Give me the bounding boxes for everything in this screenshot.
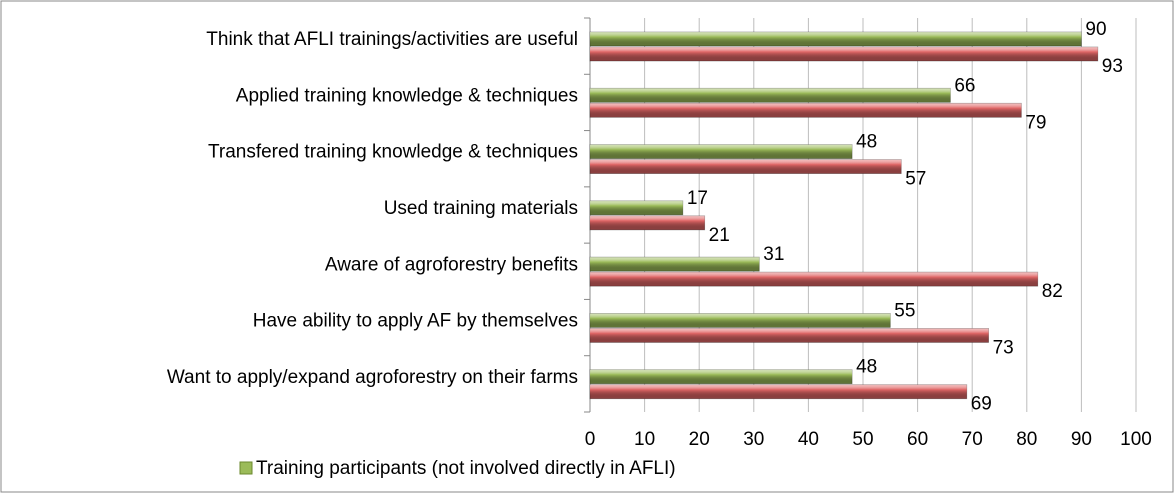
data-label: 17 [687,188,708,209]
y-tick-label: Want to apply/expand agroforestry on the… [167,367,578,388]
bar-shade [590,257,760,272]
bar-shade [590,369,853,384]
data-label: 82 [1042,281,1063,302]
data-label: 69 [971,394,992,415]
data-label: 73 [993,337,1014,358]
x-tick-label: 50 [852,429,873,450]
legend-label: Training participants (not involved dire… [256,458,676,479]
data-label: 55 [894,300,915,321]
data-label: 93 [1102,56,1123,77]
data-label: 79 [1025,112,1046,133]
bar-shade [590,32,1082,46]
x-tick-label: 30 [743,429,764,450]
x-tick-label: 90 [1071,429,1092,450]
bar-shade [590,384,967,399]
x-tick-label: 60 [907,429,928,450]
data-label: 66 [954,75,975,96]
y-tick-label: Transfered training knowledge & techniqu… [208,142,578,163]
bar-shade [590,215,705,230]
data-label: 21 [709,225,730,246]
y-tick-label: Have ability to apply AF by themselves [253,311,578,332]
legend-swatch [239,461,253,475]
y-tick-label: Used training materials [384,198,578,219]
y-tick-label: Applied training knowledge & techniques [236,85,578,106]
bar-shade [590,88,951,103]
bar-shade [590,159,902,174]
x-tick-label: 80 [1016,429,1037,450]
bar-shade [590,328,989,343]
data-label: 31 [763,244,784,265]
x-tick-label: 20 [689,429,710,450]
data-label: 48 [856,132,877,153]
x-tick-label: 70 [962,429,983,450]
x-tick-label: 0 [585,429,596,450]
y-tick-label: Think that AFLI trainings/activities are… [206,29,578,50]
bar-shade [590,272,1038,287]
x-tick-label: 10 [634,429,655,450]
bar-shade [590,144,853,159]
y-tick-label: Aware of agroforestry benefits [325,254,578,275]
data-label: 90 [1085,19,1106,40]
x-tick-label: 40 [798,429,819,450]
bar-shade [590,103,1022,118]
bar-shade [590,313,891,328]
data-label: 48 [856,357,877,378]
data-label: 57 [905,169,926,190]
bar-shade [590,200,683,215]
bar-shade [590,47,1098,61]
x-tick-label: 100 [1120,429,1152,450]
